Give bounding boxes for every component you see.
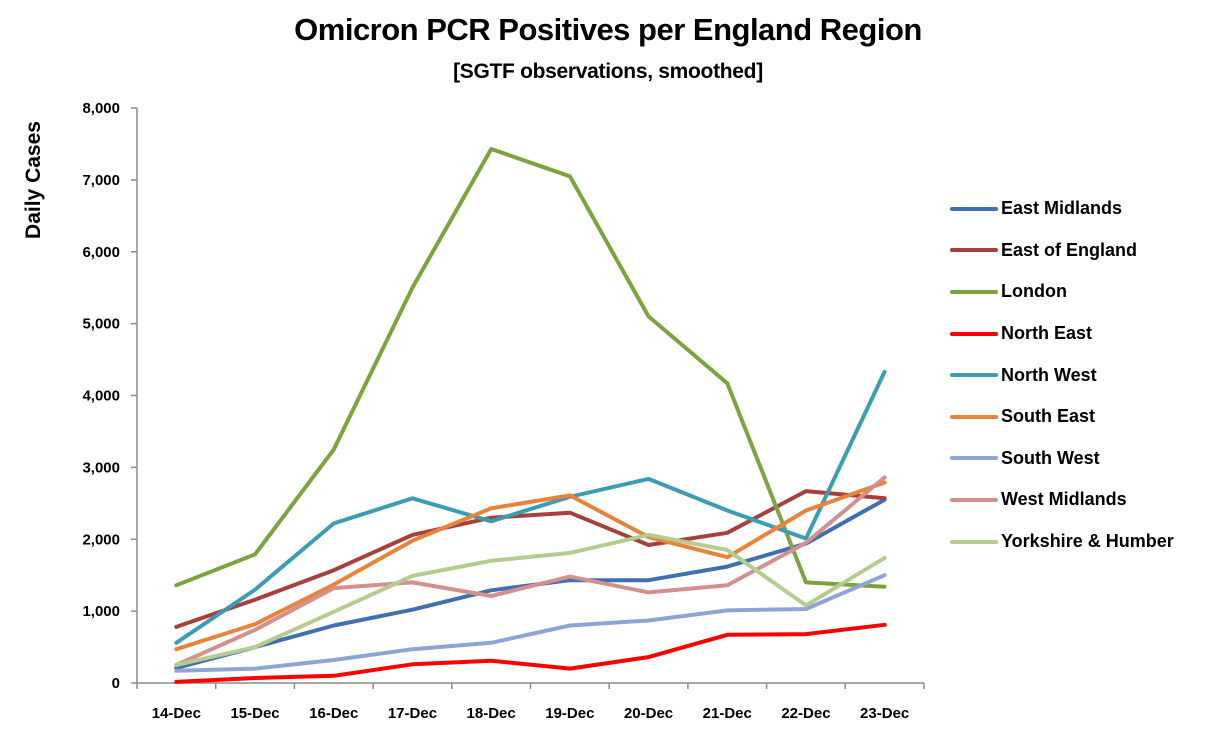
y-tick-label: 5,000 [82,316,120,333]
x-tick-label: 16-Dec [309,705,358,722]
legend-item-yorkshire-humber: Yorkshire & Humber [950,521,1174,563]
x-tick-label: 17-Dec [388,705,437,722]
x-tick-label: 15-Dec [230,705,279,722]
x-tick-label: 23-Dec [860,705,909,722]
legend-swatch [950,456,998,461]
series-line-south-east [174,480,887,652]
legend-swatch [950,289,998,294]
legend-item-west-midlands: West Midlands [950,479,1174,521]
series-line-south-west [174,573,887,673]
legend-item-south-west: South West [950,438,1174,480]
y-tick-label: 1,000 [82,603,120,620]
legend-swatch [950,331,998,336]
legend-label: North East [1001,323,1093,344]
legend-item-london: London [950,271,1174,313]
legend-label: East Midlands [1001,198,1123,219]
legend-swatch [950,414,998,419]
y-tick-label: 0 [112,675,120,692]
legend-swatch [950,373,998,378]
series-line-west-midlands [174,475,887,667]
x-tick-label: 19-Dec [545,705,594,722]
legend-item-east-midlands: East Midlands [950,188,1174,230]
legend-label: East of England [1001,239,1138,260]
x-tick-label: 22-Dec [781,705,830,722]
series-line-east-of-england [174,489,887,629]
legend-item-east-of-england: East of England [950,230,1174,272]
axes [131,107,925,689]
x-tick-label: 14-Dec [152,705,201,722]
chart-subtitle: [SGTF observations, smoothed] [453,60,763,83]
legend-swatch [950,539,998,544]
series-line-yorkshire-humber [174,532,887,667]
y-tick-label: 3,000 [82,459,120,476]
x-tick-label: 20-Dec [624,705,673,722]
legend-swatch [950,248,998,253]
series-line-london [174,147,887,589]
legend: East Midlands East of England London North … [950,188,1174,562]
y-tick-label: 2,000 [82,531,120,548]
x-tick-label: 21-Dec [703,705,752,722]
legend-swatch [950,206,998,211]
legend-item-north-east: North East [950,313,1174,355]
legend-label: South West [1001,447,1100,468]
y-tick-label: 6,000 [82,244,120,261]
chart-title: Omicron PCR Positives per England Region [294,12,922,47]
tick-labels: 0 1,000 2,000 3,000 4,000 5,000 6,000 7,000 8,00… [82,100,909,722]
legend-item-south-east: South East [950,396,1174,438]
legend-label: West Midlands [1001,489,1127,510]
y-tick-label: 8,000 [82,100,120,117]
legend-swatch [950,497,998,502]
legend-label: South East [1001,406,1096,427]
series-line-north-east [174,622,887,684]
series-lines [174,147,887,684]
legend-label: Yorkshire & Humber [1001,531,1174,552]
y-tick-label: 7,000 [82,172,120,189]
x-tick-label: 18-Dec [467,705,516,722]
legend-label: North West [1001,364,1097,385]
legend-label: London [1001,281,1067,302]
series-line-north-west [174,369,887,645]
legend-item-north-west: North West [950,354,1174,396]
y-tick-label: 4,000 [82,388,120,405]
